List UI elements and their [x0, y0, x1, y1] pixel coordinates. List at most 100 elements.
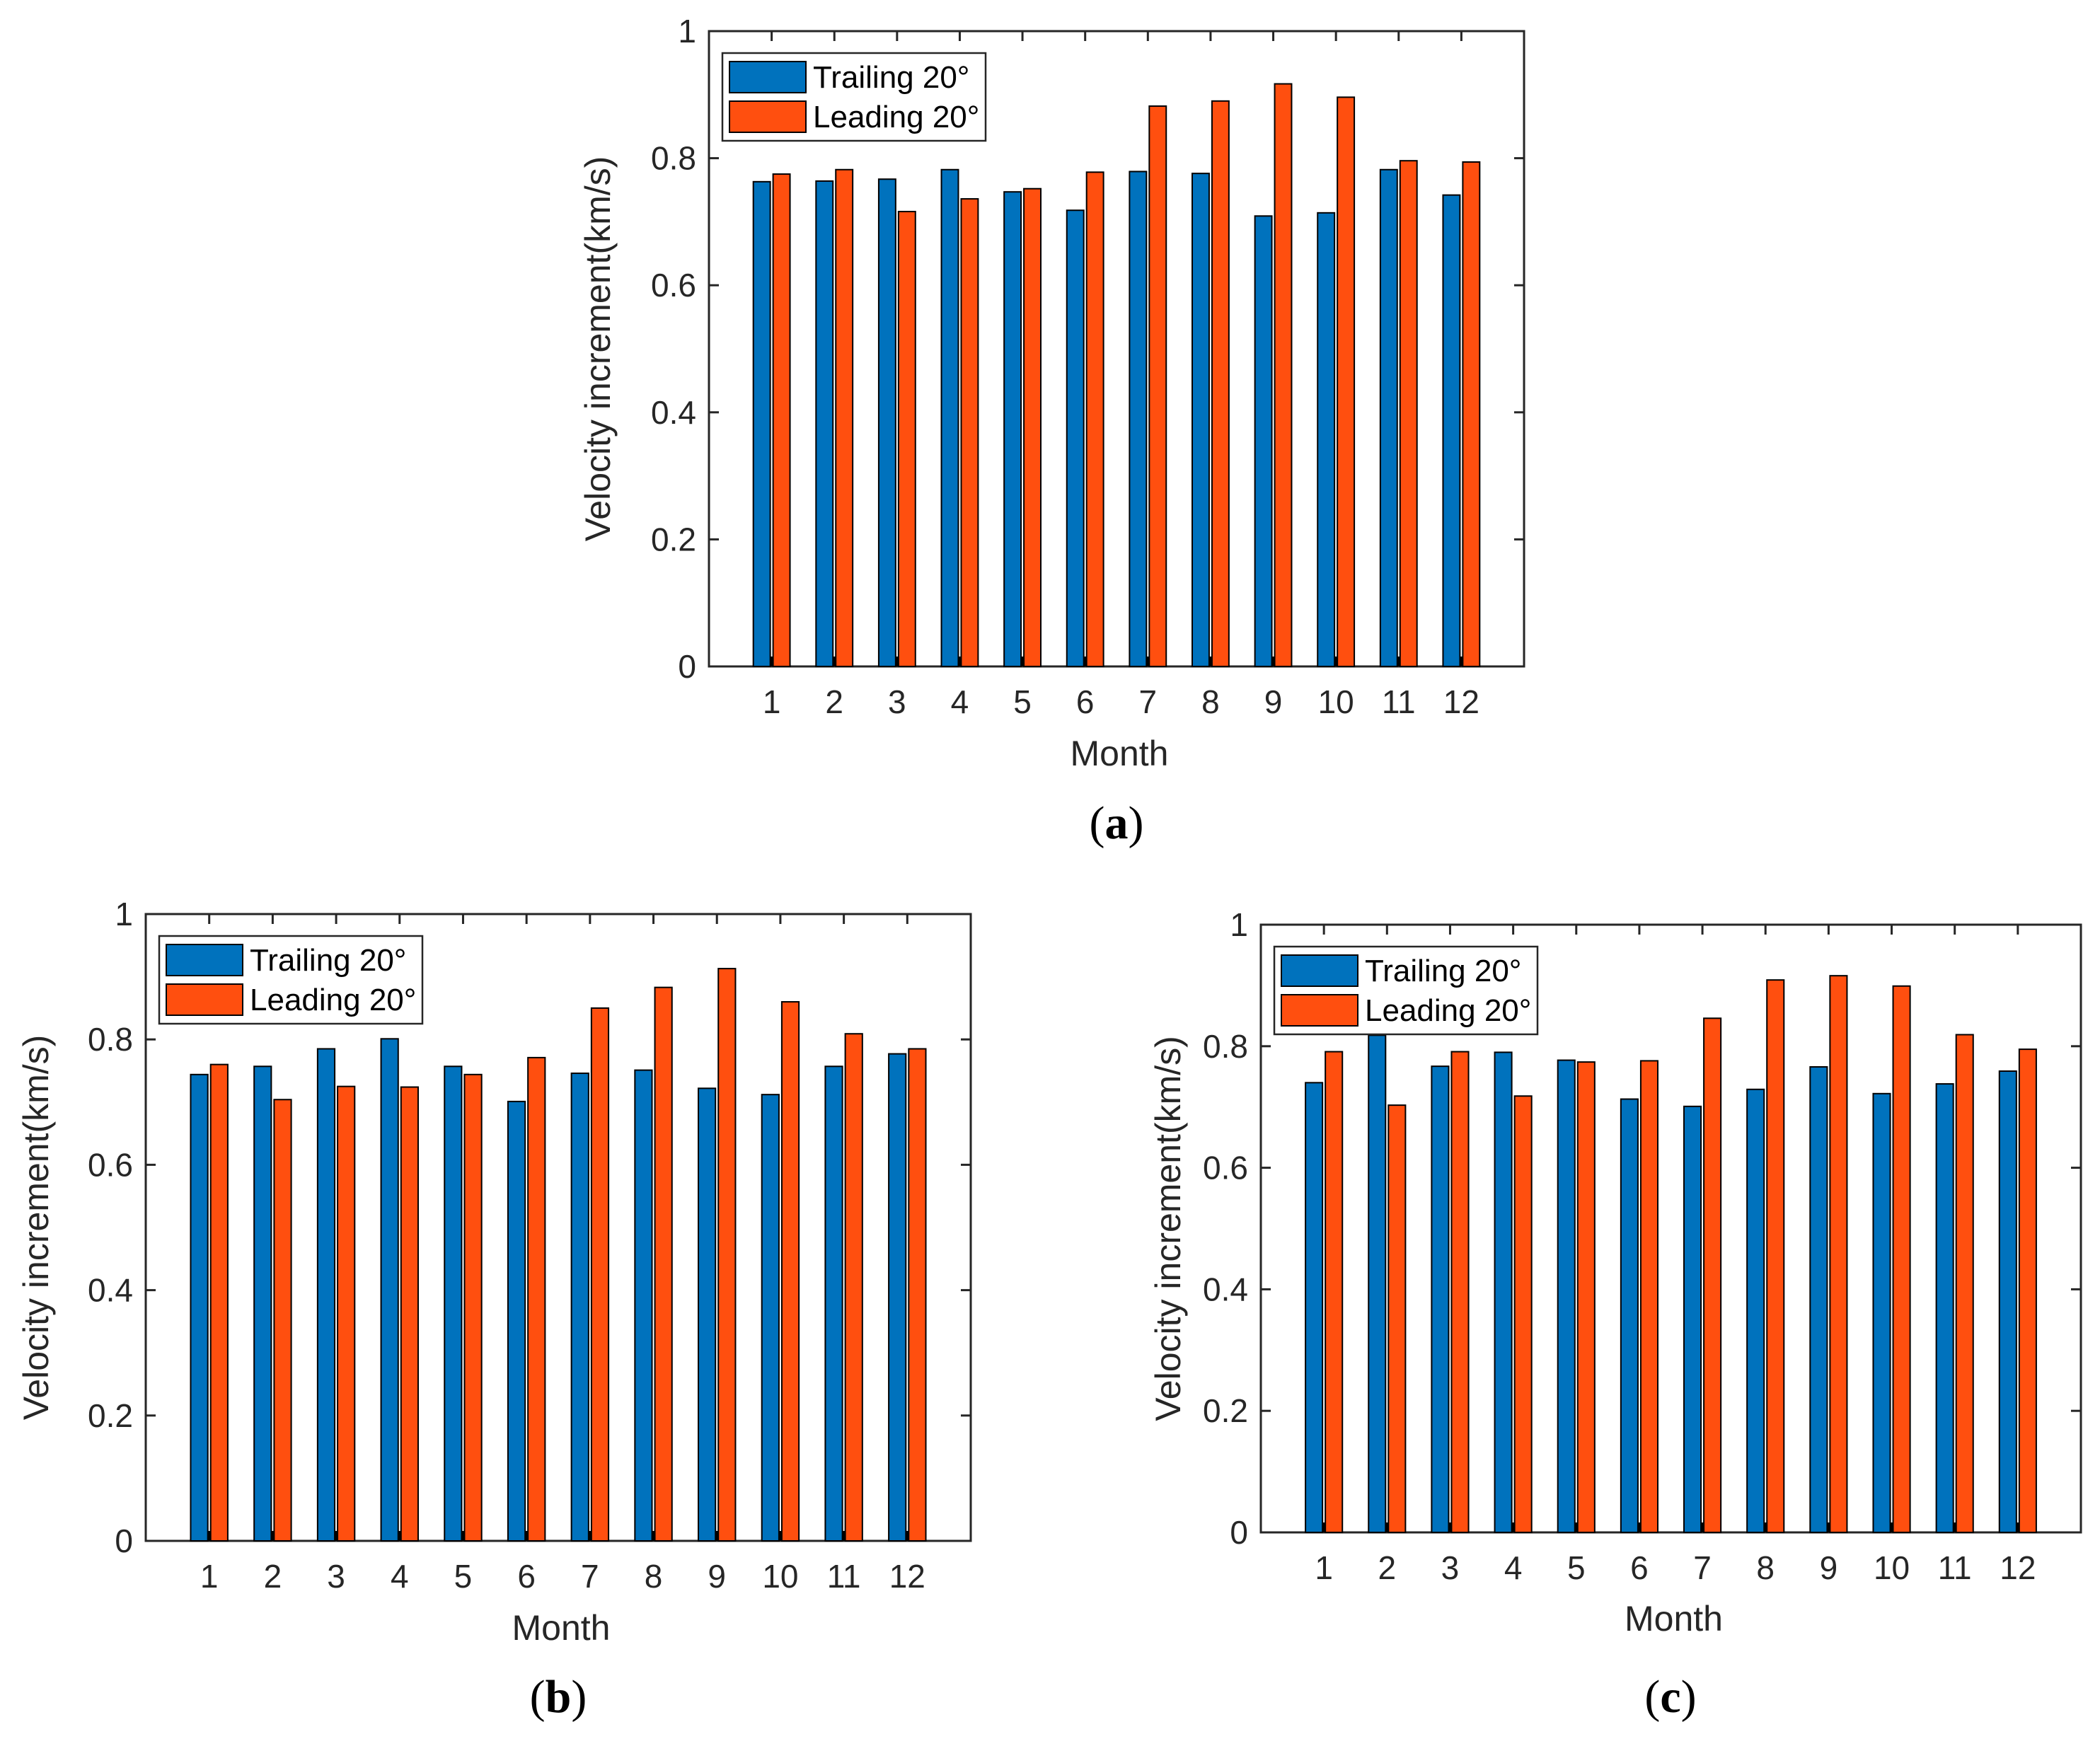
bar-trailing: [316, 1048, 336, 1542]
bar-leading: [273, 1099, 292, 1542]
y-tick-label: 0.6: [651, 267, 696, 304]
x-tick-label: 7: [581, 1558, 599, 1595]
bar-leading: [772, 173, 791, 668]
bar-leading: [463, 1073, 483, 1542]
x-tick-label: 11: [1382, 683, 1416, 720]
x-tick-label: 3: [888, 683, 906, 720]
legend-swatch-trailing: [729, 61, 807, 93]
plot-area-frame: [144, 913, 972, 1542]
x-tick-label: 9: [708, 1558, 726, 1595]
bar-leading: [780, 1001, 800, 1542]
bar-leading: [1513, 1095, 1533, 1534]
panel-label: (a): [1090, 797, 1144, 849]
bar-trailing: [698, 1087, 717, 1542]
bar-leading: [1148, 105, 1167, 668]
x-tick-label: 2: [825, 683, 843, 720]
bar-leading: [1576, 1061, 1596, 1534]
x-tick-label: 8: [645, 1558, 663, 1595]
bar-leading: [1388, 1104, 1407, 1534]
bar-trailing: [1431, 1065, 1450, 1533]
y-tick-label: 0.4: [88, 1272, 133, 1309]
y-tick-label: 1: [1230, 906, 1248, 943]
bar-leading: [209, 1063, 229, 1542]
bar-trailing: [570, 1073, 589, 1542]
bar-trailing: [1368, 1034, 1387, 1533]
bar-leading: [1766, 979, 1785, 1533]
bar-trailing: [1998, 1070, 2017, 1534]
legend: Trailing 20° Leading 20°: [721, 52, 987, 142]
panel-label: (c): [1644, 1671, 1696, 1723]
bar-trailing: [1254, 215, 1273, 667]
bar-leading: [1955, 1034, 1974, 1533]
x-tick-label: 1: [1315, 1549, 1333, 1586]
bar-trailing: [1935, 1083, 1954, 1533]
x-tick-label: 2: [1378, 1549, 1397, 1586]
chart-panel-c: 00.20.40.60.811 2 3 4 5 6 7 8 9 10 11 12MonthVeloci…: [1148, 906, 2082, 1723]
bar-trailing: [815, 180, 834, 668]
bar-leading: [1829, 975, 1848, 1533]
legend-swatch-leading: [729, 100, 807, 133]
x-tick-label: 5: [1013, 683, 1032, 720]
bar-leading: [1892, 985, 1911, 1534]
plot-area-frame: [1259, 923, 2082, 1534]
panel-label: (b): [530, 1671, 587, 1723]
legend-swatch-leading: [1281, 994, 1358, 1027]
bar-trailing: [1379, 168, 1398, 668]
bar-leading: [1399, 160, 1418, 667]
x-tick-label: 9: [1820, 1549, 1838, 1586]
x-tick-label: 10: [1874, 1549, 1910, 1586]
x-tick-label: 7: [1693, 1549, 1712, 1586]
y-tick-label: 0.4: [1203, 1271, 1248, 1307]
bar-leading: [1023, 187, 1042, 668]
plot-area-frame: [708, 30, 1525, 668]
bar-trailing: [1191, 173, 1210, 668]
x-tick-label: 6: [1076, 683, 1095, 720]
legend-label-leading: Leading 20°: [813, 100, 979, 134]
bar-trailing: [1746, 1088, 1765, 1533]
x-tick-label: 8: [1756, 1549, 1775, 1586]
x-tick-label: 6: [517, 1558, 536, 1595]
bar-leading: [1274, 83, 1293, 667]
y-tick-label: 1: [678, 13, 696, 50]
y-axis-title: Velocity increment(km/s): [578, 156, 618, 542]
x-tick-label: 3: [1441, 1549, 1460, 1586]
bar-leading: [527, 1056, 546, 1542]
bar-trailing: [1129, 171, 1148, 667]
x-tick-label: 1: [763, 683, 781, 720]
x-tick-label: 12: [2000, 1549, 2036, 1586]
x-tick-label: 5: [1567, 1549, 1586, 1586]
bar-trailing: [888, 1053, 907, 1542]
bar-trailing: [253, 1065, 272, 1542]
bar-trailing: [1317, 212, 1336, 667]
bar-leading: [2018, 1048, 2037, 1533]
bar-leading: [337, 1085, 356, 1542]
bar-trailing: [190, 1073, 209, 1542]
x-tick-label: 4: [1504, 1549, 1523, 1586]
x-tick-label: 4: [391, 1558, 409, 1595]
bar-leading: [1462, 161, 1481, 668]
y-tick-label: 0.8: [1203, 1028, 1248, 1065]
bar-trailing: [940, 168, 959, 668]
bar-leading: [1639, 1060, 1658, 1533]
bar-leading: [717, 968, 737, 1542]
x-tick-label: 2: [264, 1558, 282, 1595]
bar-trailing: [1442, 194, 1461, 667]
bar-trailing: [1066, 209, 1085, 667]
bar-leading: [1325, 1051, 1344, 1533]
x-tick-label: 11: [827, 1558, 861, 1595]
x-tick-label: 3: [327, 1558, 345, 1595]
bar-trailing: [380, 1038, 399, 1542]
bar-trailing: [877, 178, 896, 667]
x-tick-label: 5: [454, 1558, 473, 1595]
bar-trailing: [761, 1094, 780, 1542]
bar-leading: [897, 211, 916, 668]
bar-leading: [400, 1086, 419, 1542]
legend-label-leading: Leading 20°: [250, 983, 416, 1017]
bar-trailing: [444, 1065, 463, 1542]
legend-swatch-trailing: [1281, 954, 1358, 987]
y-tick-label: 0.6: [1203, 1150, 1248, 1186]
bar-trailing: [1494, 1051, 1513, 1533]
bar-trailing: [1809, 1066, 1828, 1533]
bar-leading: [960, 198, 979, 667]
